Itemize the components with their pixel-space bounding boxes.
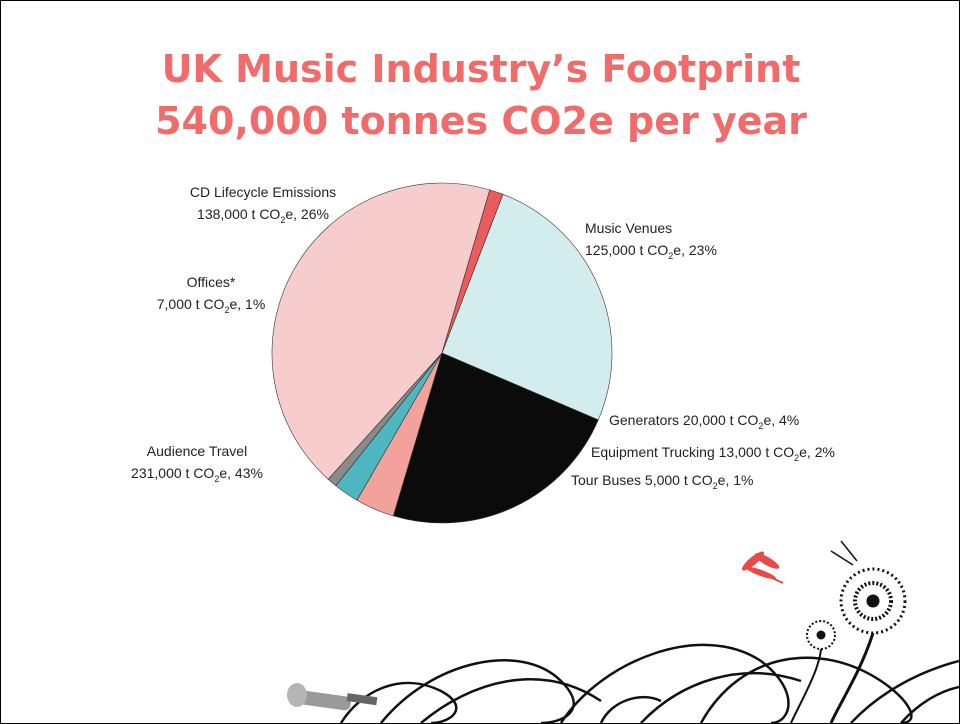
slice-label-audience-travel-value: 231,000 t CO2e, 43% (131, 465, 263, 484)
slice-label-music-venues-value: 125,000 t CO2e, 23% (585, 242, 717, 261)
slice-label-tour-buses: Tour Buses 5,000 t CO2e, 1% (571, 472, 753, 491)
slice-label-audience-travel-name: Audience Travel (147, 443, 247, 459)
slice-label-offices-name: Offices* (187, 274, 236, 290)
slice-label-music-venues-name: Music Venues (585, 220, 672, 236)
chart-title: UK Music Industry’s Footprint (161, 47, 801, 91)
slide-title: UK Music Industry’s Footprint 540,000 to… (1, 43, 959, 147)
dandelion-icon (790, 540, 907, 723)
pie-slice-music-venues (392, 352, 599, 524)
pie-slice-offices (441, 189, 504, 354)
grass-swirl-icon (339, 643, 959, 723)
chart-subtitle: 540,000 tonnes CO2e per year (155, 99, 807, 143)
slice-label-cd-lifecycle-emissions-value: 138,000 t CO2e, 26% (197, 206, 329, 225)
slice-label-equipment-trucking: Equipment Trucking 13,000 t CO2e, 2% (591, 444, 835, 463)
pie-slice-cd-lifecycle-emissions (441, 193, 613, 421)
dragonfly-icon (741, 551, 784, 584)
pie-slice-audience-travel (271, 182, 491, 480)
slice-label-offices-value: 7,000 t CO2e, 1% (157, 296, 266, 315)
slice-label-cd-lifecycle-emissions-name: CD Lifecycle Emissions (190, 184, 336, 200)
microphone-icon (287, 683, 378, 711)
slice-label-generators: Generators 20,000 t CO2e, 4% (609, 412, 799, 431)
